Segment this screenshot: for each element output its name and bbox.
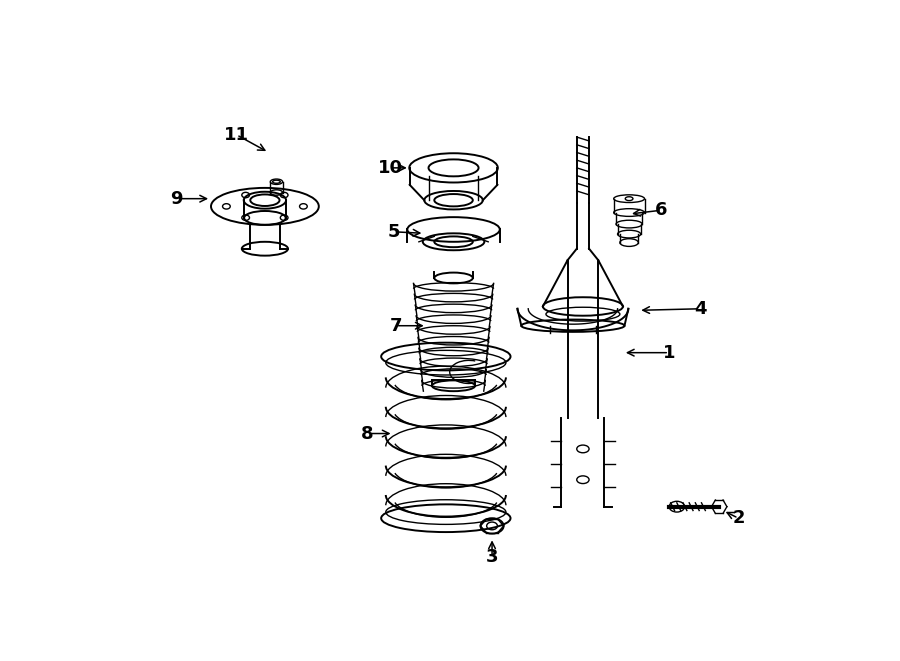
Text: 4: 4 (694, 300, 706, 318)
Text: 7: 7 (390, 317, 402, 334)
Text: 9: 9 (170, 190, 183, 208)
Text: 3: 3 (486, 548, 499, 566)
Text: 8: 8 (361, 424, 374, 442)
Text: 11: 11 (224, 126, 249, 143)
Text: 10: 10 (378, 159, 403, 177)
Text: 6: 6 (655, 201, 668, 219)
Text: 1: 1 (663, 344, 675, 362)
Text: 5: 5 (387, 223, 400, 241)
Text: 2: 2 (733, 509, 744, 527)
